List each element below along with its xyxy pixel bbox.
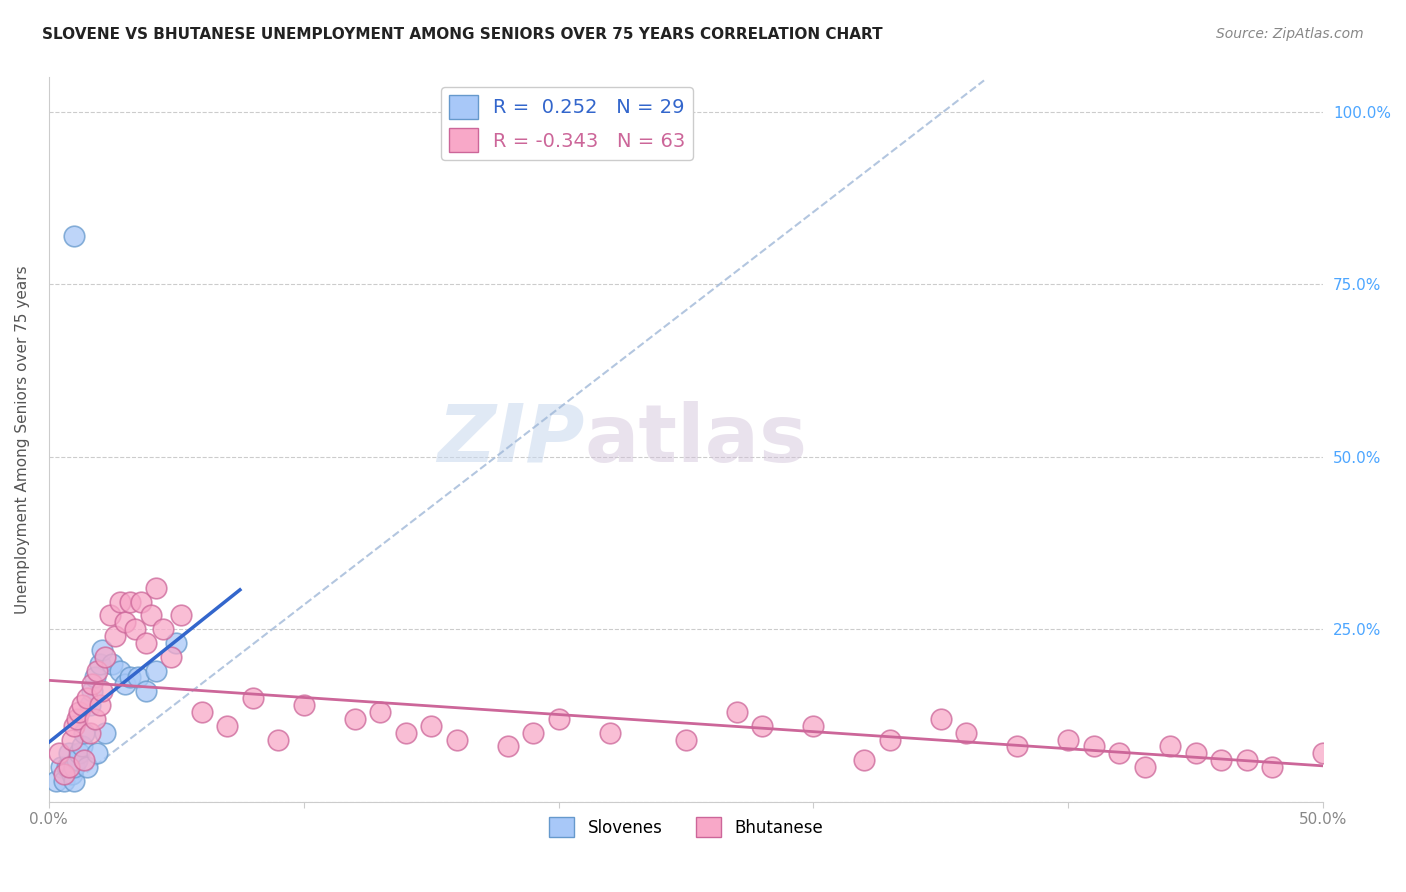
Point [139, 608, 162, 623]
Point [86, 664, 108, 678]
Point [1108, 747, 1130, 761]
Point [53, 773, 76, 788]
Point [496, 739, 519, 754]
Point [67, 705, 90, 719]
Point [89, 698, 111, 712]
Point [1185, 747, 1208, 761]
Point [1236, 753, 1258, 767]
Point [242, 691, 264, 706]
Point [51, 760, 73, 774]
Point [73, 753, 96, 767]
Point [1057, 732, 1080, 747]
Point [267, 732, 290, 747]
Point [170, 608, 193, 623]
Point [190, 705, 212, 719]
Point [803, 719, 825, 733]
Point [70, 739, 93, 754]
Point [67, 747, 90, 761]
Point [522, 725, 544, 739]
Point [446, 732, 468, 747]
Text: atlas: atlas [583, 401, 807, 478]
Point [1133, 760, 1156, 774]
Point [94, 725, 117, 739]
Point [751, 719, 773, 733]
Point [53, 767, 76, 781]
Text: ZIP: ZIP [437, 401, 583, 478]
Point [63, 773, 86, 788]
Point [114, 615, 136, 630]
Point [1083, 739, 1105, 754]
Point [114, 677, 136, 691]
Point [76, 691, 98, 706]
Point [135, 636, 157, 650]
Point [91, 643, 114, 657]
Point [152, 622, 174, 636]
Point [60, 767, 83, 781]
Point [160, 649, 183, 664]
Point [80, 684, 103, 698]
Point [879, 732, 901, 747]
Point [86, 747, 108, 761]
Y-axis label: Unemployment Among Seniors over 75 years: Unemployment Among Seniors over 75 years [15, 265, 30, 614]
Point [1159, 739, 1181, 754]
Point [343, 712, 366, 726]
Point [55, 760, 77, 774]
Point [70, 698, 93, 712]
Point [94, 649, 117, 664]
Point [1312, 747, 1334, 761]
Point [73, 725, 96, 739]
Point [217, 719, 239, 733]
Point [79, 698, 101, 712]
Point [66, 753, 89, 767]
Point [104, 629, 127, 643]
Point [83, 712, 105, 726]
Point [120, 670, 142, 684]
Text: Source: ZipAtlas.com: Source: ZipAtlas.com [1216, 27, 1364, 41]
Point [83, 670, 105, 684]
Point [79, 725, 101, 739]
Point [80, 677, 103, 691]
Point [1261, 760, 1284, 774]
Point [292, 698, 315, 712]
Point [675, 732, 697, 747]
Point [929, 712, 952, 726]
Point [368, 705, 391, 719]
Point [91, 684, 114, 698]
Point [599, 725, 621, 739]
Point [63, 760, 86, 774]
Point [127, 670, 149, 684]
Point [66, 712, 89, 726]
Point [853, 753, 876, 767]
Point [58, 747, 80, 761]
Point [58, 760, 80, 774]
Point [547, 712, 569, 726]
Point [120, 594, 142, 608]
Point [135, 684, 157, 698]
Point [45, 773, 67, 788]
Point [145, 664, 167, 678]
Point [98, 608, 121, 623]
Point [955, 725, 977, 739]
Point [165, 636, 187, 650]
Point [63, 719, 86, 733]
Point [108, 664, 131, 678]
Legend: Slovenes, Bhutanese: Slovenes, Bhutanese [543, 810, 830, 844]
Text: SLOVENE VS BHUTANESE UNEMPLOYMENT AMONG SENIORS OVER 75 YEARS CORRELATION CHART: SLOVENE VS BHUTANESE UNEMPLOYMENT AMONG … [42, 27, 883, 42]
Point [1211, 753, 1233, 767]
Point [60, 732, 83, 747]
Point [89, 657, 111, 671]
Point [1007, 739, 1029, 754]
Point [420, 719, 443, 733]
Point [145, 581, 167, 595]
Point [101, 657, 124, 671]
Point [48, 747, 70, 761]
Point [108, 594, 131, 608]
Point [124, 622, 146, 636]
Point [394, 725, 416, 739]
Point [129, 594, 152, 608]
Point [63, 229, 86, 244]
Point [725, 705, 748, 719]
Point [76, 760, 98, 774]
